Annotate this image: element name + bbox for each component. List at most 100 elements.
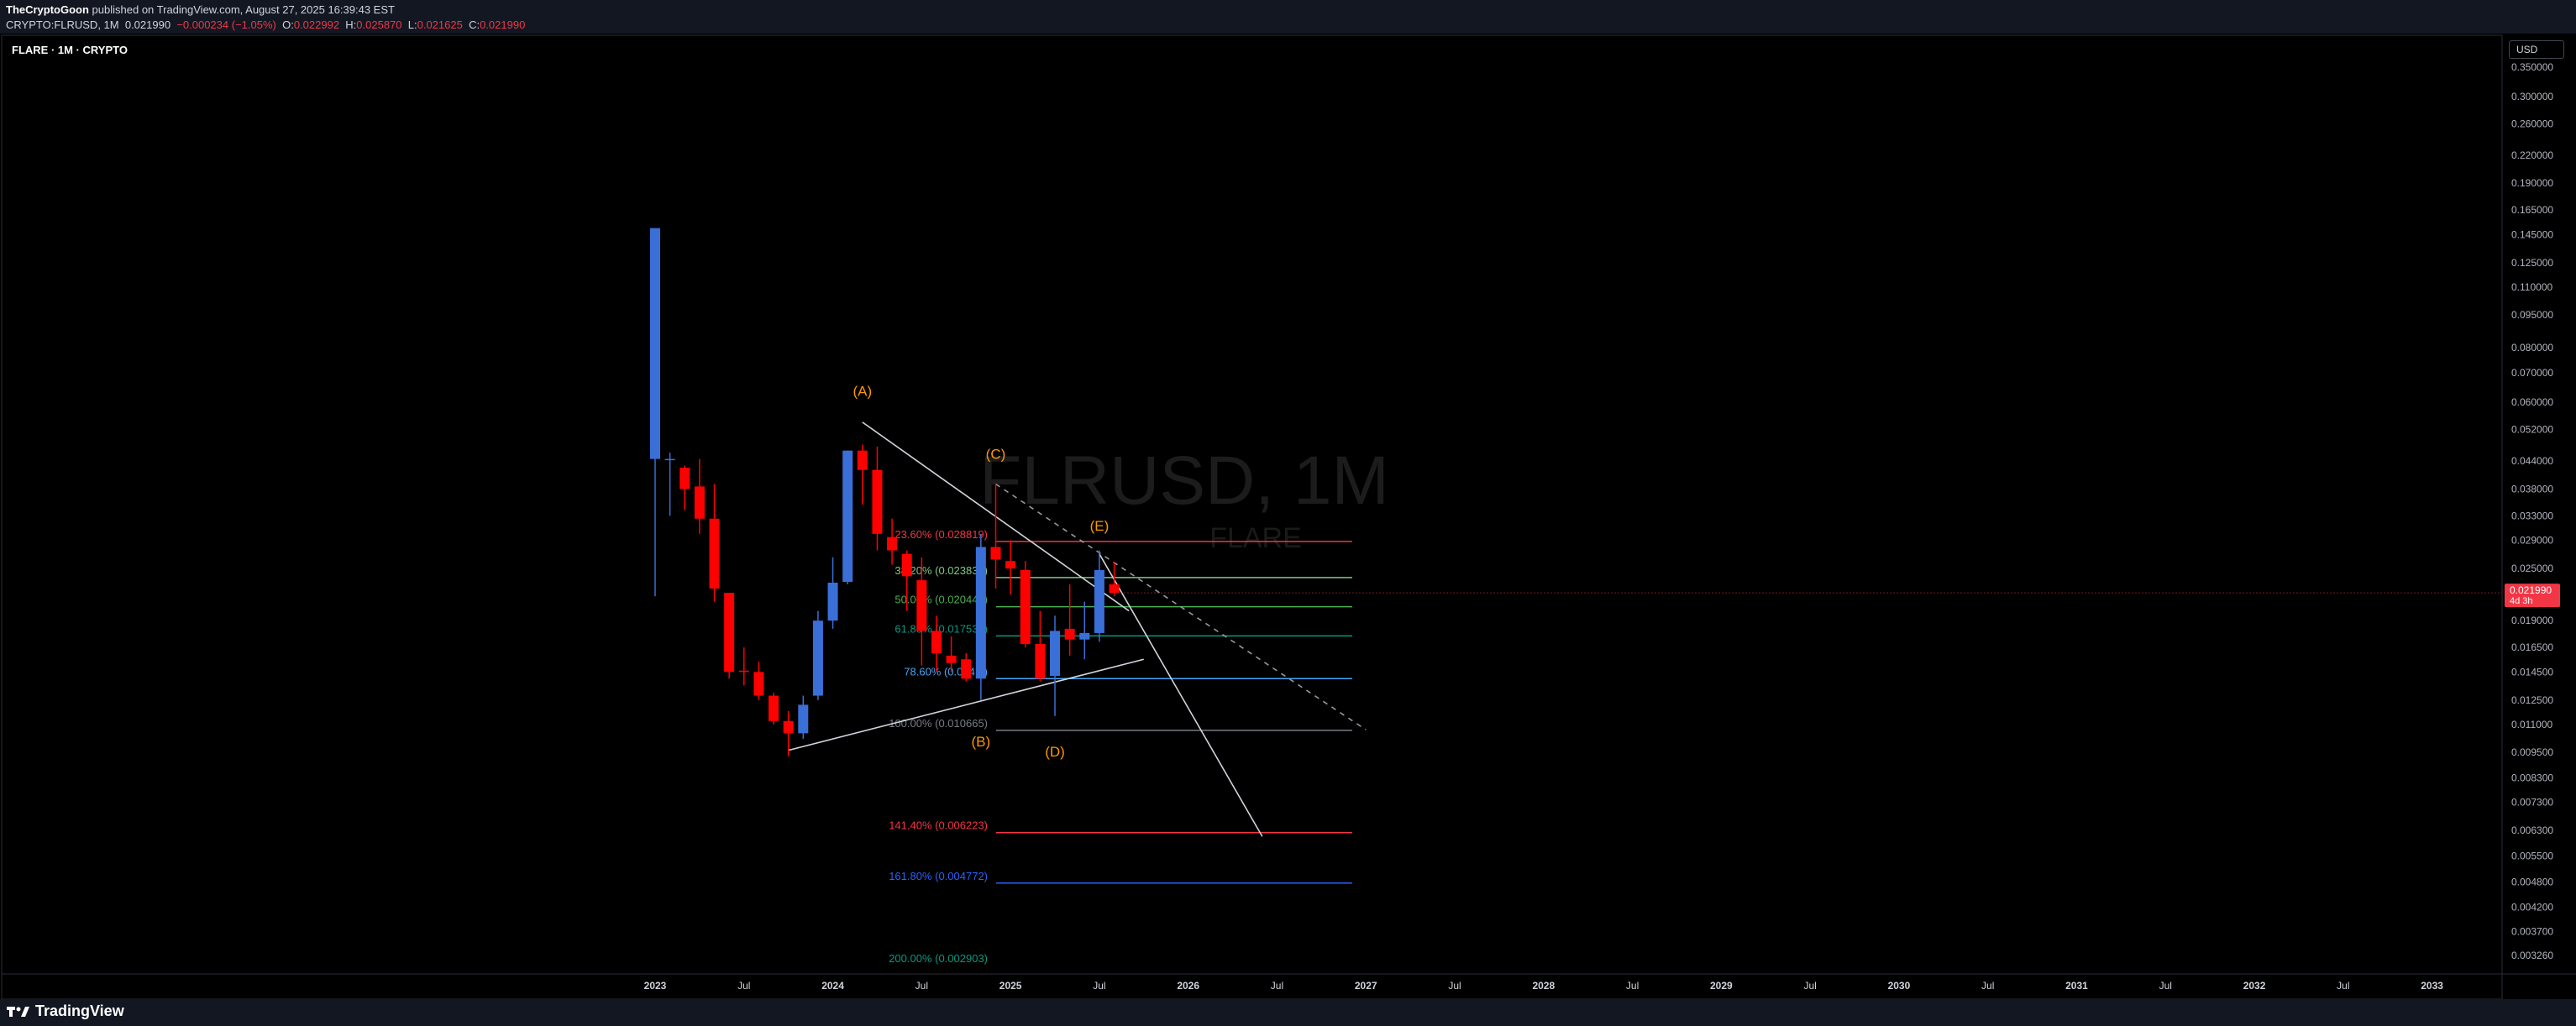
time-axis-tick: 2028 <box>1532 980 1555 992</box>
last-price: 0.021990 <box>124 18 171 31</box>
candle-body <box>694 486 705 519</box>
candle-body <box>724 593 735 673</box>
price-axis-tick: 0.016500 <box>2511 641 2553 653</box>
candle-body <box>887 537 898 551</box>
time-axis-tick: 2032 <box>2243 980 2266 992</box>
low-value: 0.021625 <box>417 18 463 31</box>
ohlc-line: CRYPTO:FLRUSD, 1M 0.021990 −0.000234 (−1… <box>6 18 525 31</box>
fib-level-label: 200.00% (0.002903) <box>889 952 988 965</box>
fib-level-label: 100.00% (0.010665) <box>889 717 988 730</box>
price-axis-tick: 0.005500 <box>2511 851 2553 862</box>
candle-body <box>798 704 809 734</box>
wave-label: (D) <box>1045 744 1065 760</box>
candle-body <box>1035 644 1046 679</box>
candle-body <box>650 228 660 459</box>
open-label: O: <box>282 18 294 31</box>
price-axis-tick: 0.004800 <box>2511 876 2553 887</box>
candle-body <box>901 553 912 577</box>
publish-header: TheCryptoGoon published on TradingView.c… <box>0 0 2576 34</box>
price-axis-tick: 0.044000 <box>2511 455 2553 467</box>
close-label: C: <box>469 18 480 31</box>
price-axis-tick: 0.220000 <box>2511 149 2553 161</box>
candle-body <box>1064 628 1075 640</box>
chart-symbol-label[interactable]: FLARE · 1M · CRYPTO <box>12 44 128 56</box>
candle-body <box>827 582 838 621</box>
time-axis-tick: Jul <box>1093 980 1105 992</box>
price-axis-tick: 0.110000 <box>2511 281 2552 293</box>
candle-body <box>783 720 794 734</box>
time-axis-tick: Jul <box>1448 980 1461 992</box>
candle-body <box>679 468 690 489</box>
time-axis-tick: Jul <box>1981 980 1994 992</box>
price-axis-tick: 0.029000 <box>2511 535 2553 547</box>
last-price-countdown: 4d 3h <box>2510 596 2533 606</box>
candle-body <box>990 547 1001 560</box>
high-label: H: <box>345 18 357 31</box>
time-axis-tick: Jul <box>737 980 750 992</box>
time-axis-tick: Jul <box>1803 980 1816 992</box>
price-axis-tick: 0.125000 <box>2511 257 2553 269</box>
wave-label: (E) <box>1090 518 1110 534</box>
wave-label: (A) <box>853 384 872 400</box>
last-price-badge <box>2505 584 2560 608</box>
footer-bar <box>0 999 2576 1026</box>
wave-label: (B) <box>972 734 991 750</box>
price-axis-tick: 0.052000 <box>2511 423 2553 435</box>
time-axis-tick: Jul <box>1271 980 1283 992</box>
candle-body <box>1079 632 1090 640</box>
candle-body <box>916 580 927 631</box>
trendline <box>995 483 1367 730</box>
high-value: 0.025870 <box>356 18 402 31</box>
price-axis-tick: 0.260000 <box>2511 118 2553 129</box>
candle-body <box>842 450 853 583</box>
price-change: −0.000234 (−1.05%) <box>176 18 276 31</box>
fib-level-label: 23.60% (0.028819) <box>895 528 988 541</box>
candle-body <box>872 469 883 534</box>
candle-body <box>1050 631 1061 677</box>
candle-body <box>1109 584 1120 594</box>
time-axis-tick: 2031 <box>2065 980 2088 992</box>
price-axis-tick: 0.006300 <box>2511 824 2553 836</box>
trendline <box>1099 553 1263 837</box>
tradingview-logo[interactable]: TradingView <box>7 1002 124 1020</box>
author-name[interactable]: TheCryptoGoon <box>6 3 89 16</box>
price-axis-tick: 0.007300 <box>2511 797 2553 809</box>
time-axis-tick: 2024 <box>821 980 844 992</box>
price-axis-tick: 0.038000 <box>2511 483 2553 495</box>
price-axis-tick: 0.009500 <box>2511 746 2553 758</box>
price-axis-tick: 0.060000 <box>2511 396 2553 408</box>
candle-body <box>857 450 868 470</box>
price-axis-tick: 0.011000 <box>2511 719 2552 730</box>
watermark-symbol: FLRUSD, 1M <box>979 442 1389 519</box>
candle-body <box>753 672 764 696</box>
low-label: L: <box>407 18 417 31</box>
candle-body <box>1020 569 1031 645</box>
price-axis-tick: 0.095000 <box>2511 309 2553 321</box>
price-axis-tick: 0.014500 <box>2511 666 2553 678</box>
time-axis-tick: 2033 <box>2421 980 2443 992</box>
close-value: 0.021990 <box>480 18 526 31</box>
fib-level-label: 161.80% (0.004772) <box>889 870 988 882</box>
currency-button[interactable]: USD <box>2509 40 2564 59</box>
price-axis-tick: 0.004200 <box>2511 902 2553 913</box>
price-axis-tick: 0.145000 <box>2511 228 2553 240</box>
price-axis-tick: 0.300000 <box>2511 91 2553 102</box>
price-axis-tick: 0.003260 <box>2511 950 2553 961</box>
price-axis-tick: 0.033000 <box>2511 510 2553 521</box>
candle-body <box>738 670 749 673</box>
candle-body <box>709 518 720 589</box>
time-axis-tick: 2029 <box>1710 980 1733 992</box>
candle-body <box>1094 569 1104 633</box>
wave-label: (C) <box>986 447 1006 463</box>
time-axis-tick: 2026 <box>1177 980 1199 992</box>
price-axis-tick: 0.012500 <box>2511 694 2553 706</box>
fib-level-label: 50.00% (0.020440) <box>895 594 988 606</box>
trendline <box>788 658 1144 751</box>
price-axis-tick: 0.070000 <box>2511 367 2553 379</box>
publish-info: published on TradingView.com, August 27,… <box>88 3 395 16</box>
candle-body <box>1005 561 1016 569</box>
price-axis-tick: 0.080000 <box>2511 342 2553 353</box>
symbol-name: CRYPTO:FLRUSD, 1M <box>6 18 119 31</box>
time-axis-tick: Jul <box>2159 980 2172 992</box>
